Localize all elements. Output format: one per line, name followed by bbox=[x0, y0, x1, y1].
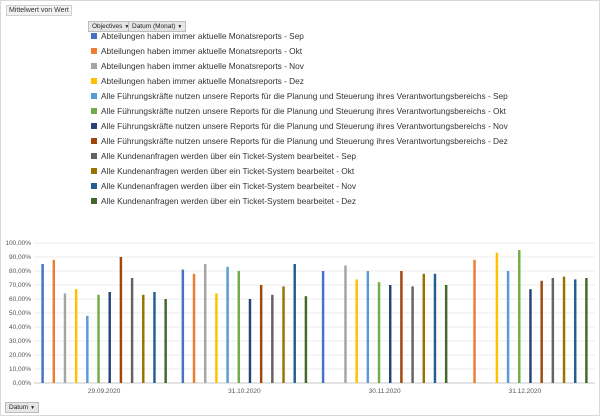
legend-label: Alle Kundenanfragen werden über ein Tick… bbox=[101, 181, 357, 191]
y-tick-label: 50,00% bbox=[9, 310, 31, 317]
y-tick-label: 30,00% bbox=[9, 338, 31, 345]
y-tick-label: 10,00% bbox=[9, 366, 31, 373]
bar bbox=[540, 280, 543, 383]
legend-swatch bbox=[91, 153, 97, 159]
legend-label: Alle Führungskräfte nutzen unsere Report… bbox=[101, 136, 508, 146]
legend-swatch bbox=[91, 78, 97, 84]
legend-swatch bbox=[91, 198, 97, 204]
bar bbox=[495, 252, 499, 383]
bar bbox=[192, 273, 196, 383]
bar bbox=[130, 278, 134, 383]
legend-label: Alle Kundenanfragen werden über ein Tick… bbox=[101, 151, 357, 161]
datum-filter-label: Datum bbox=[9, 404, 29, 411]
y-tick-label: 100,00% bbox=[5, 240, 31, 247]
bar bbox=[355, 279, 358, 383]
bar bbox=[321, 271, 325, 383]
bar bbox=[529, 289, 532, 383]
bar bbox=[518, 250, 521, 383]
datum-filter-button[interactable]: Datum ▼ bbox=[5, 402, 40, 413]
bar bbox=[108, 292, 111, 383]
value-field-label: Mittelwert von Wert bbox=[6, 5, 72, 16]
chevron-down-icon: ▼ bbox=[124, 24, 130, 30]
bar bbox=[422, 273, 426, 383]
legend-label: Alle Führungskräfte nutzen unsere Report… bbox=[101, 121, 508, 131]
datum-monat-filter-label: Datum (Monat) bbox=[132, 23, 176, 30]
legend-label: Abteilungen haben immer aktuelle Monatsr… bbox=[101, 46, 303, 56]
bar bbox=[153, 292, 156, 383]
bar bbox=[237, 271, 241, 383]
chevron-down-icon: ▼ bbox=[30, 405, 36, 411]
y-tick-label: 80,00% bbox=[9, 268, 31, 275]
bar bbox=[473, 259, 476, 383]
x-tick-label: 31.12.2020 bbox=[509, 388, 542, 395]
bar bbox=[97, 294, 100, 383]
bar bbox=[74, 289, 78, 383]
bar bbox=[226, 266, 229, 383]
x-tick-label: 31.10.2020 bbox=[228, 388, 261, 395]
bar bbox=[203, 264, 207, 383]
bar bbox=[86, 315, 89, 383]
legend-swatch bbox=[91, 93, 97, 99]
legend-swatch bbox=[91, 168, 97, 174]
bar bbox=[52, 259, 56, 383]
bar bbox=[119, 257, 123, 383]
bar bbox=[433, 273, 437, 383]
bar bbox=[400, 271, 403, 383]
y-tick-label: 40,00% bbox=[9, 324, 31, 331]
legend-label: Abteilungen haben immer aktuelle Monatsr… bbox=[101, 61, 304, 71]
bar bbox=[164, 299, 167, 383]
bar bbox=[585, 278, 588, 383]
legend-swatch bbox=[91, 183, 97, 189]
legend-swatch bbox=[91, 108, 97, 114]
bar bbox=[411, 286, 414, 383]
legend-swatch bbox=[91, 123, 97, 129]
x-tick-label: 30.11.2020 bbox=[369, 388, 401, 395]
bar bbox=[282, 286, 285, 383]
legend-label: Alle Führungskräfte nutzen unsere Report… bbox=[101, 91, 508, 101]
bar bbox=[344, 265, 347, 383]
bar bbox=[573, 279, 577, 383]
bar bbox=[388, 285, 392, 383]
bar bbox=[444, 285, 448, 383]
bar bbox=[366, 271, 370, 383]
datum-monat-filter-button[interactable]: Datum (Monat) ▼ bbox=[128, 21, 187, 32]
legend-swatch bbox=[91, 138, 97, 144]
bar bbox=[63, 293, 67, 383]
bar bbox=[293, 264, 296, 383]
bar bbox=[271, 294, 274, 383]
bar bbox=[562, 276, 566, 383]
bar bbox=[248, 299, 252, 383]
y-tick-label: 20,00% bbox=[9, 352, 31, 359]
legend-label: Alle Kundenanfragen werden über ein Tick… bbox=[101, 196, 357, 206]
y-tick-label: 90,00% bbox=[9, 254, 31, 261]
legend-label: Alle Führungskräfte nutzen unsere Report… bbox=[101, 106, 506, 116]
bar bbox=[304, 296, 308, 383]
y-tick-label: 60,00% bbox=[9, 296, 31, 303]
bar bbox=[259, 285, 263, 383]
legend-swatch bbox=[91, 63, 97, 69]
chevron-down-icon: ▼ bbox=[177, 24, 183, 30]
bar bbox=[41, 264, 44, 383]
objectives-filter-label: Objectives bbox=[92, 23, 123, 30]
bar bbox=[215, 293, 218, 383]
legend-swatch bbox=[91, 48, 97, 54]
legend-label: Alle Kundenanfragen werden über ein Tick… bbox=[101, 166, 355, 176]
y-tick-label: 70,00% bbox=[9, 282, 31, 289]
legend-label: Abteilungen haben immer aktuelle Monatsr… bbox=[101, 31, 304, 41]
bar bbox=[506, 271, 510, 383]
y-tick-label: 0,00% bbox=[13, 380, 32, 387]
bar bbox=[181, 269, 185, 383]
bar bbox=[551, 278, 555, 383]
bar bbox=[377, 282, 381, 383]
bar bbox=[142, 294, 145, 383]
legend-swatch bbox=[91, 33, 97, 39]
legend-label: Abteilungen haben immer aktuelle Monatsr… bbox=[101, 76, 304, 86]
x-tick-label: 29.09.2020 bbox=[88, 388, 121, 395]
